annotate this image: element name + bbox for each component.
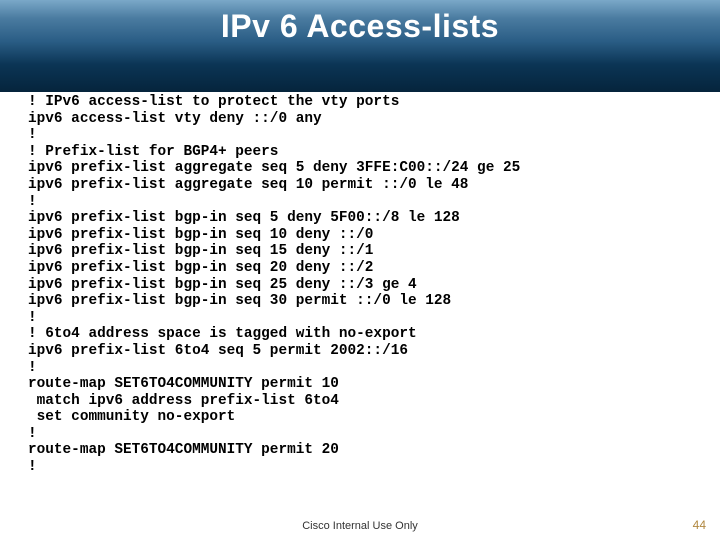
slide-header: IPv 6 Access-lists [0, 0, 720, 92]
page-number: 44 [693, 518, 706, 532]
code-block: ! IPv6 access-list to protect the vty po… [28, 94, 700, 476]
slide-title: IPv 6 Access-lists [221, 8, 499, 45]
footer-text: Cisco Internal Use Only [0, 520, 720, 532]
